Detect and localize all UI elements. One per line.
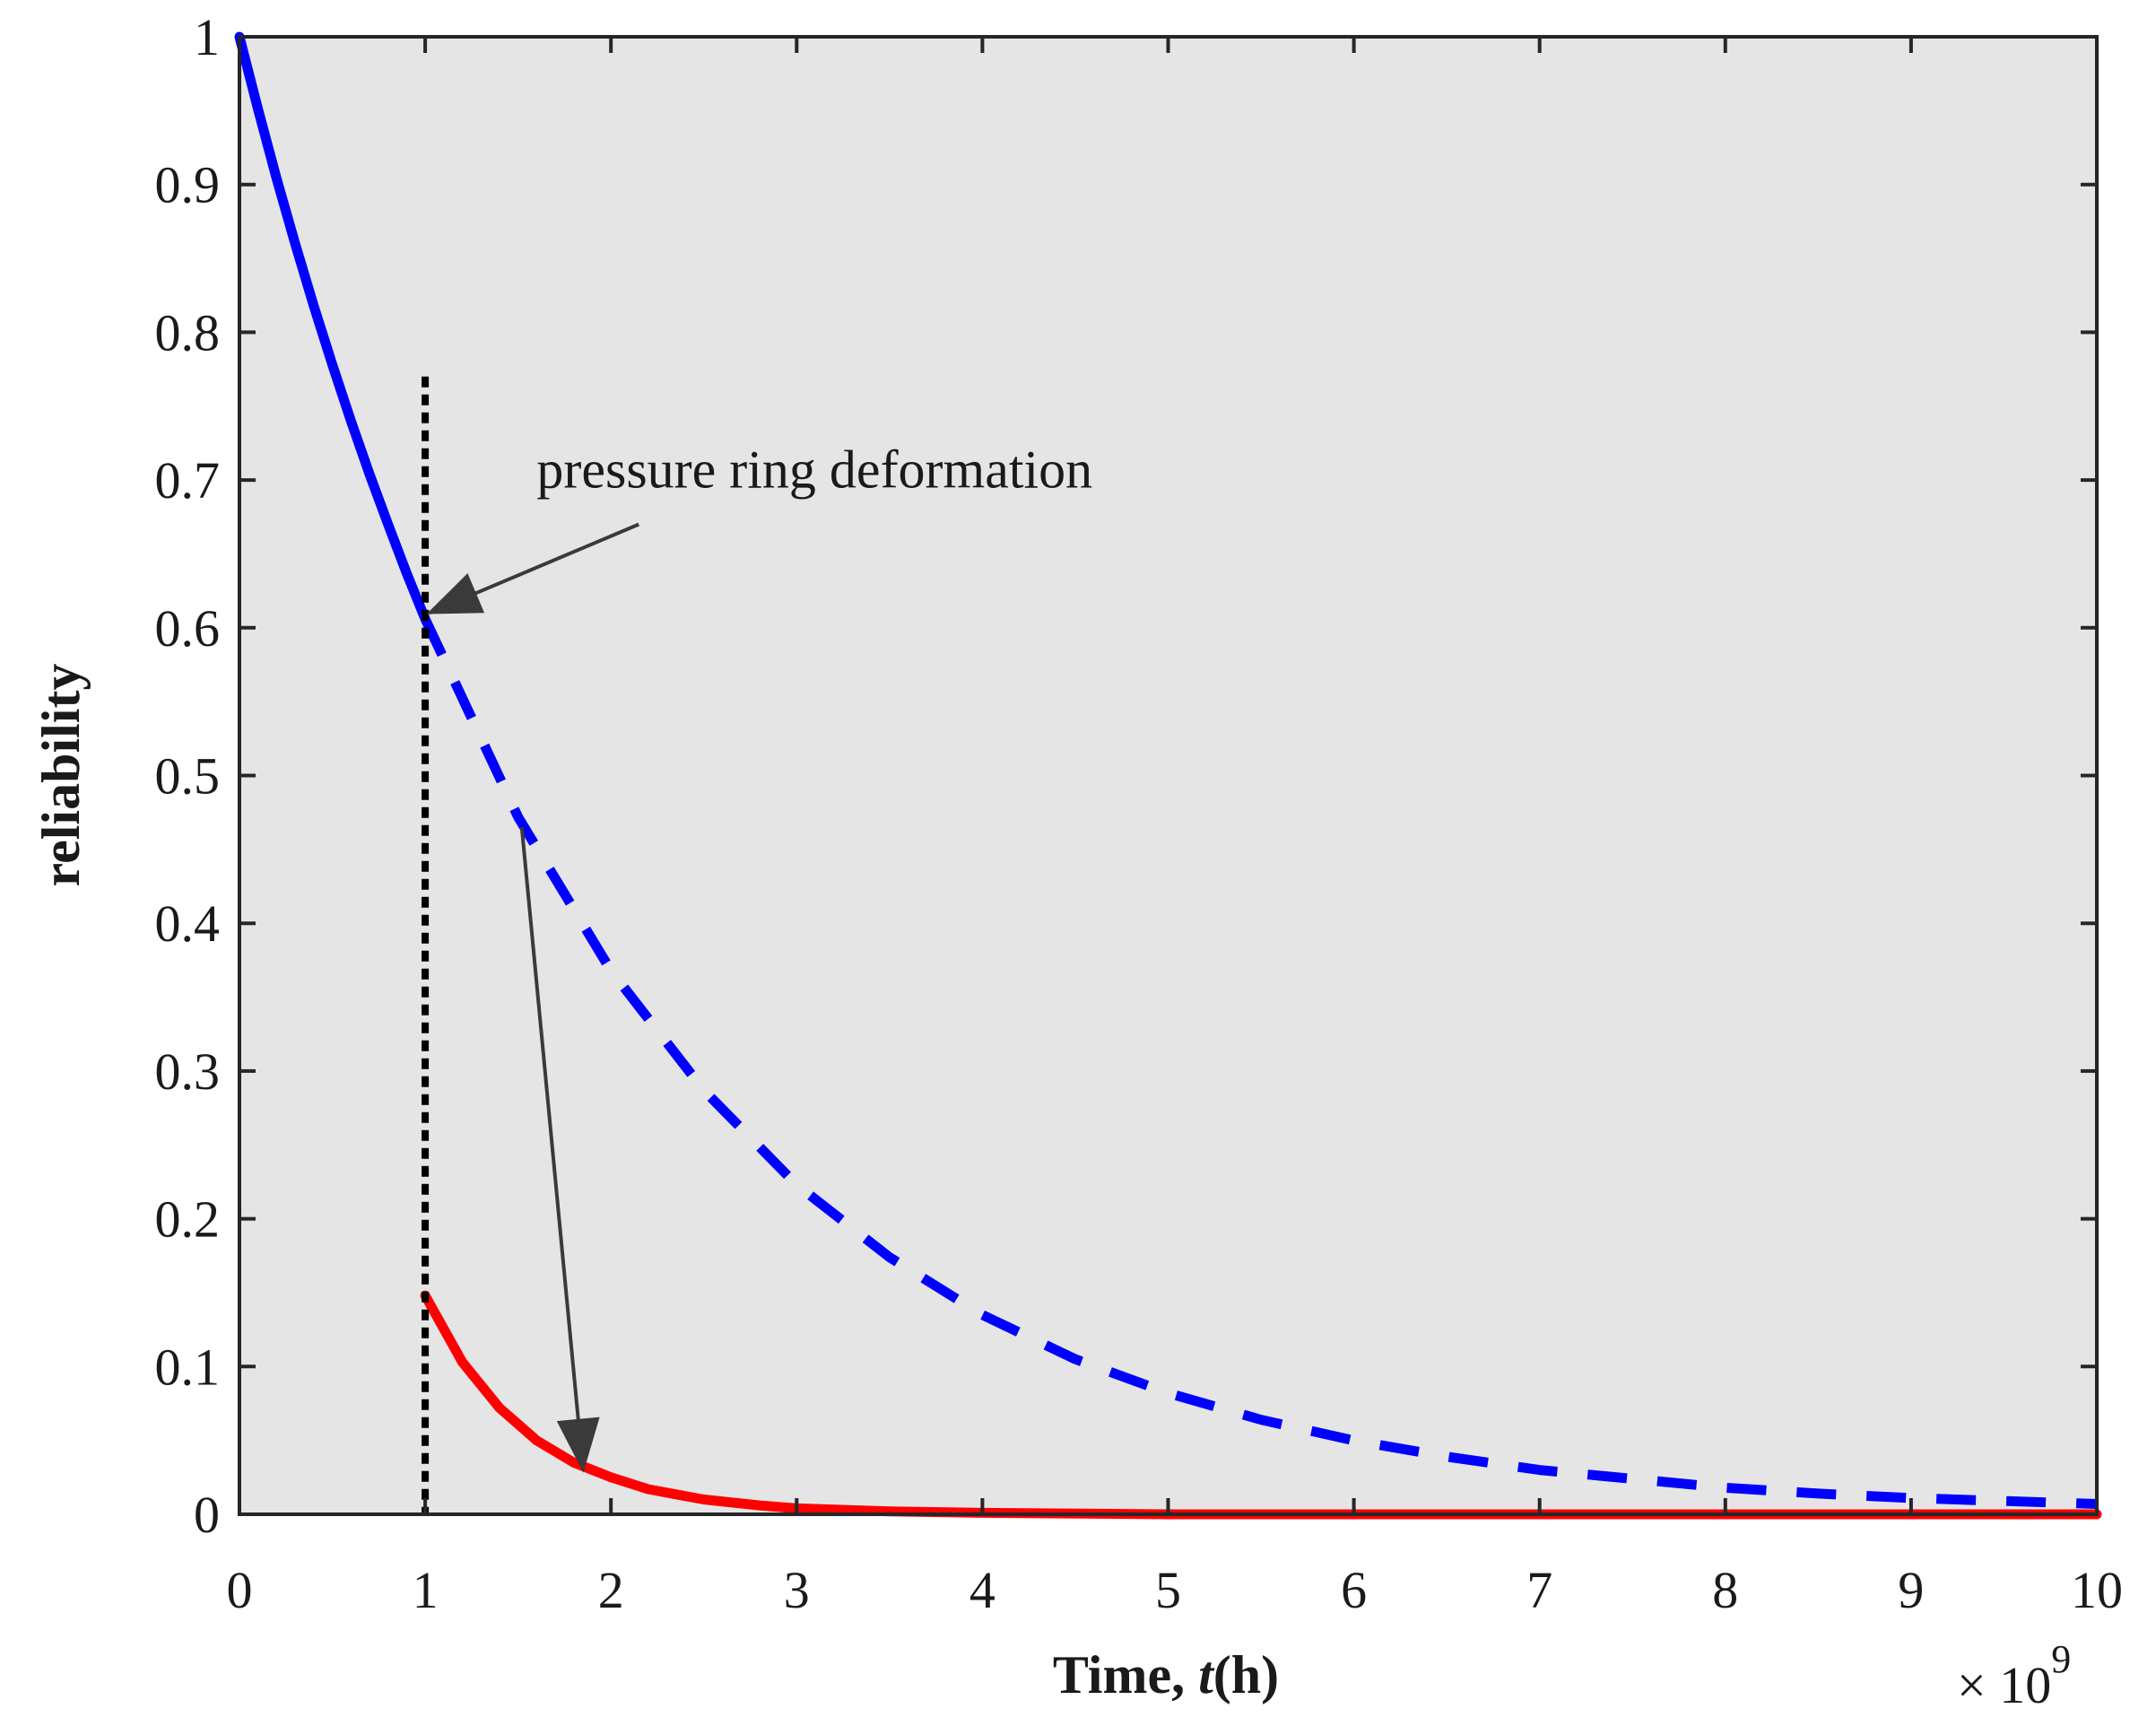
annotation-text-0: pressure ring deformation: [536, 440, 1092, 499]
x-tick-label-9: 9: [1898, 1561, 1924, 1619]
x-tick-label-6: 6: [1341, 1561, 1367, 1619]
y-tick-label-10: 1: [194, 8, 220, 66]
x-multiplier-base: × 10: [1957, 1656, 2051, 1714]
x-tick-label-2: 2: [598, 1561, 624, 1619]
x-axis-title: Time, t(h): [1053, 1645, 1279, 1704]
x-tick-label-0: 0: [227, 1561, 253, 1619]
x-multiplier: × 109: [1957, 1637, 2071, 1714]
x-axis-title-text: Time,: [1053, 1645, 1198, 1704]
x-tick-label-3: 3: [784, 1561, 810, 1619]
y-tick-label-2: 0.2: [155, 1190, 221, 1249]
x-tick-label-8: 8: [1712, 1561, 1738, 1619]
y-tick-label-6: 0.6: [155, 599, 221, 658]
y-tick-label-9: 0.9: [155, 156, 221, 214]
y-tick-label-1: 0.1: [155, 1338, 221, 1396]
x-tick-label-7: 7: [1526, 1561, 1552, 1619]
y-axis-title: reliability: [31, 664, 91, 887]
annotation-arrow-1: [519, 826, 600, 1473]
x-axis-title-unit: (h): [1213, 1645, 1279, 1704]
annotation-arrow-0: [426, 522, 640, 615]
plot-background: [239, 37, 2097, 1514]
x-tick-label-4: 4: [969, 1561, 995, 1619]
y-tick-label-4: 0.4: [155, 894, 221, 953]
x-tick-label-1: 1: [413, 1561, 439, 1619]
x-axis-title-italic: t: [1198, 1645, 1215, 1704]
y-tick-label-7: 0.7: [155, 451, 221, 510]
x-tick-label-5: 5: [1155, 1561, 1181, 1619]
annotation-layer: pressure ring deformation: [426, 440, 1092, 1473]
y-tick-label-0: 0: [194, 1486, 220, 1544]
y-tick-label-3: 0.3: [155, 1042, 221, 1101]
x-multiplier-exp: 9: [2051, 1637, 2071, 1681]
tick-layer: 0 1 2 3 4 5 6 7 8 9 10 0 0.1 0.2 0.3 0.4 0.5 0.6 0.7 0.8 0.9…: [155, 8, 2124, 1619]
x-tick-label-10: 10: [2071, 1561, 2123, 1619]
y-tick-label-8: 0.8: [155, 303, 221, 362]
y-tick-label-5: 0.5: [155, 747, 221, 806]
plot-frame: [238, 35, 2099, 1516]
series-line-0: [234, 31, 430, 624]
series-line-1: [421, 616, 2098, 1509]
